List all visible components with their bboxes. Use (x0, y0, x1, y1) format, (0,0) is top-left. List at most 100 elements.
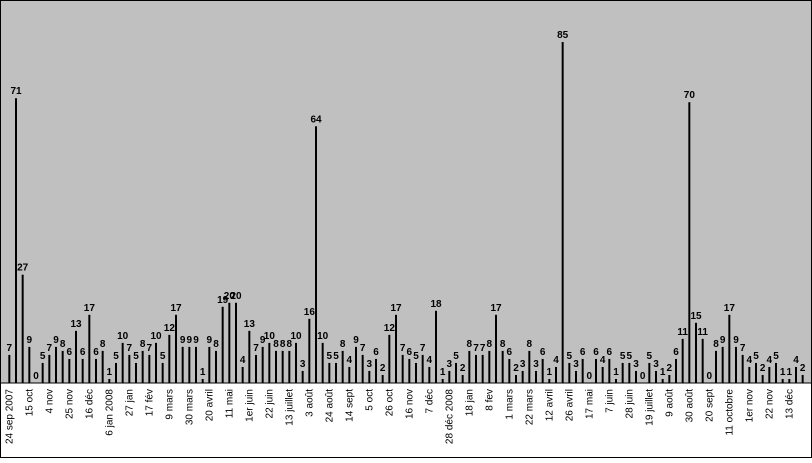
bar (555, 366, 557, 383)
value-label: 11 (697, 327, 708, 338)
value-label: 5 (333, 351, 339, 362)
bar (561, 42, 564, 384)
value-label: 5 (620, 351, 626, 362)
value-label: 5 (133, 351, 139, 362)
value-label: 4 (747, 355, 753, 366)
bar (21, 274, 24, 383)
value-label: 6 (80, 347, 86, 358)
bar (381, 374, 384, 383)
value-label: 20 (230, 291, 242, 302)
bar (241, 366, 244, 383)
bar (155, 342, 157, 383)
value-label: 6 (407, 347, 413, 358)
value-label: 1 (660, 367, 666, 378)
value-label: 0 (587, 371, 593, 382)
value-label: 16 (304, 307, 316, 318)
value-label: 64 (310, 114, 322, 125)
value-label: 6 (93, 347, 99, 358)
bar (235, 302, 237, 383)
x-tick-label: 7 juin (604, 389, 615, 413)
x-tick-label: 8 fev (484, 389, 495, 411)
x-tick-label: 1er juin (244, 389, 255, 422)
x-tick-label: 25 nov (64, 389, 75, 419)
bar (528, 350, 531, 383)
bar (375, 358, 377, 383)
value-label: 4 (767, 355, 773, 366)
bar (695, 322, 697, 383)
bar (101, 350, 104, 383)
bar (75, 330, 77, 383)
value-label: 4 (553, 355, 559, 366)
bar (548, 378, 551, 383)
value-label: 1 (547, 367, 553, 378)
value-label: 0 (707, 371, 713, 382)
value-label: 17 (170, 303, 182, 314)
bar (675, 358, 677, 383)
bar (495, 314, 497, 383)
value-label: 7 (740, 343, 746, 354)
value-label: 10 (264, 331, 276, 342)
bar (168, 334, 171, 383)
value-label: 70 (684, 90, 696, 101)
value-label: 6 (593, 347, 599, 358)
value-label: 0 (33, 371, 39, 382)
value-label: 9 (207, 335, 213, 346)
bar (468, 350, 471, 383)
bar (795, 366, 797, 383)
bar (568, 362, 571, 383)
bar (188, 346, 191, 383)
bar (175, 314, 177, 383)
value-label: 2 (667, 363, 673, 374)
value-label: 4 (427, 355, 433, 366)
value-label: 8 (487, 339, 493, 350)
bar (215, 350, 217, 383)
value-label: 8 (467, 339, 473, 350)
bar (408, 358, 411, 383)
bar (661, 378, 664, 383)
bar (715, 350, 717, 383)
bar (315, 126, 317, 384)
value-label: 8 (713, 339, 719, 350)
x-tick-label: 13 juillet (284, 389, 295, 426)
bar (721, 346, 724, 383)
value-label: 10 (290, 331, 302, 342)
value-label: 20 (224, 291, 236, 302)
value-label: 2 (513, 363, 519, 374)
x-tick-label: 30 mars (184, 389, 195, 425)
bar (428, 366, 431, 383)
bar (41, 362, 44, 383)
bar (728, 314, 731, 383)
plot-area (1, 1, 811, 383)
bar (735, 346, 737, 383)
value-label: 3 (653, 359, 659, 370)
value-label: 17 (84, 303, 96, 314)
bar (541, 358, 544, 383)
value-label: 5 (113, 351, 119, 362)
x-tick-label: 26 oct (384, 389, 395, 416)
value-label: 1 (440, 367, 446, 378)
x-tick-label: 24 sep 2007 (4, 389, 15, 444)
bar (388, 334, 391, 383)
value-label: 9 (53, 335, 59, 346)
value-label: 5 (567, 351, 573, 362)
value-label: 9 (193, 335, 199, 346)
value-label: 1 (200, 367, 206, 378)
bar (508, 358, 511, 383)
value-label: 8 (527, 339, 533, 350)
x-tick-label: 9 août (664, 389, 675, 417)
bar (448, 370, 451, 383)
bar (201, 378, 204, 383)
bar (121, 342, 124, 383)
bar (475, 354, 477, 383)
bar (141, 350, 144, 383)
x-tick-label: 30 août (684, 389, 695, 423)
bar (281, 350, 284, 383)
bar (575, 370, 577, 383)
value-label: 9 (187, 335, 193, 346)
bar (148, 354, 151, 383)
bar (228, 302, 231, 383)
value-label: 0 (640, 371, 646, 382)
bar (181, 346, 184, 383)
bar (701, 338, 704, 383)
bar (601, 366, 604, 383)
